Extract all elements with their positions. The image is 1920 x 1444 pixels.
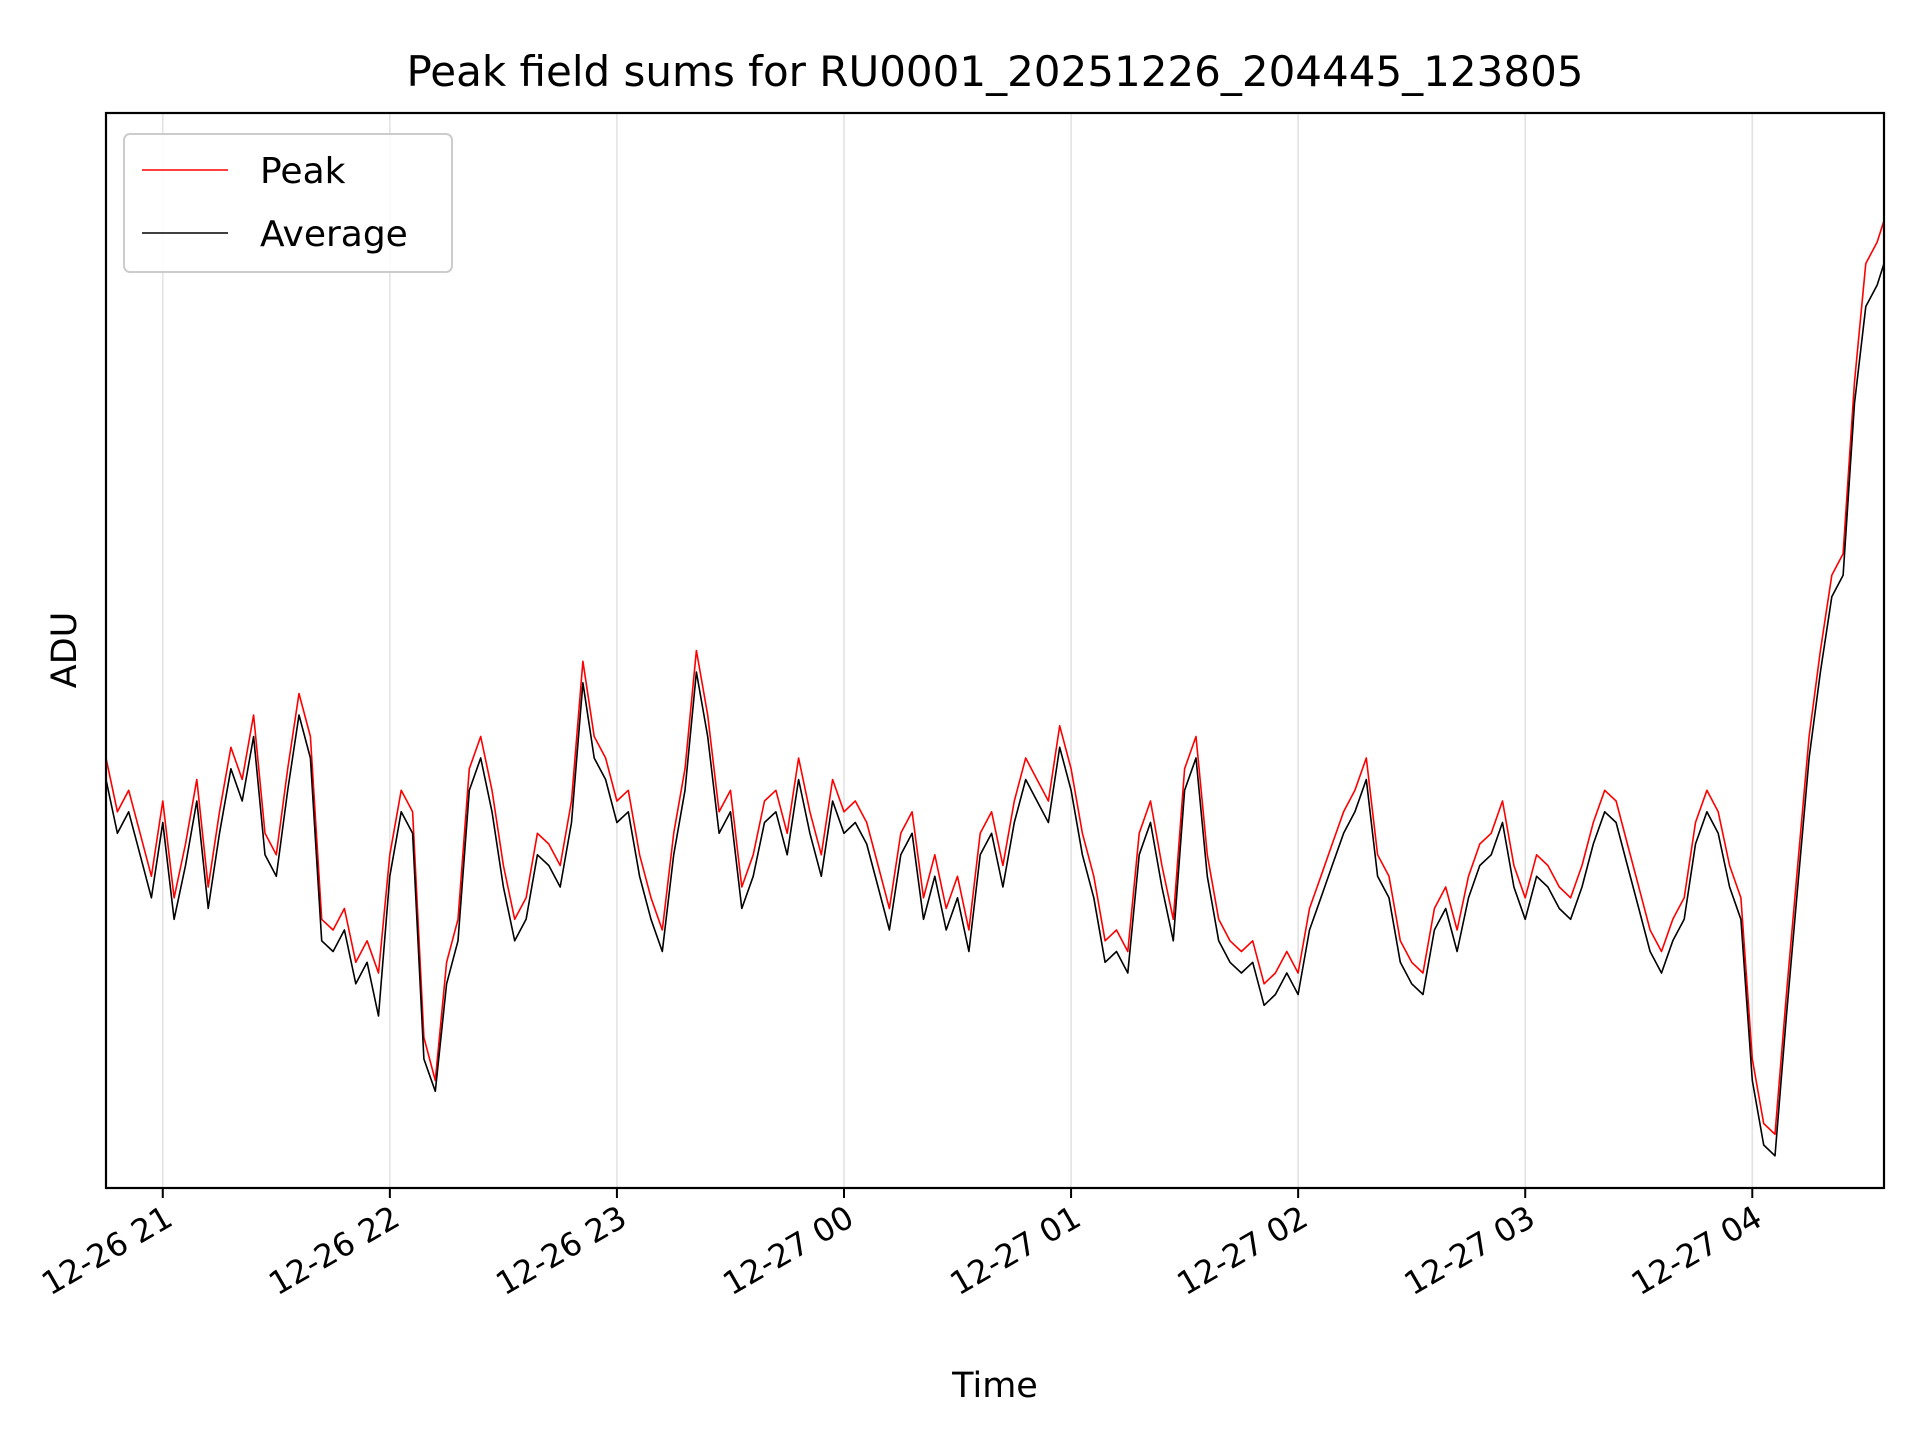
- y-axis-label: ADU: [45, 612, 85, 689]
- series-layer: [105, 220, 1885, 1157]
- legend-label-peak: Peak: [260, 151, 346, 192]
- legend-label-average: Average: [260, 214, 408, 255]
- legend-box: [123, 133, 453, 273]
- grid-lines: [161, 113, 1754, 1188]
- plot-frame: [104, 111, 1886, 1190]
- chart-title: Peak field sums for RU0001_20251226_2044…: [406, 47, 1583, 96]
- legend: Peak Average: [123, 133, 453, 273]
- x-axis-label: Time: [951, 1366, 1038, 1406]
- series-line-average: [105, 263, 1885, 1157]
- series-line-peak: [105, 220, 1885, 1136]
